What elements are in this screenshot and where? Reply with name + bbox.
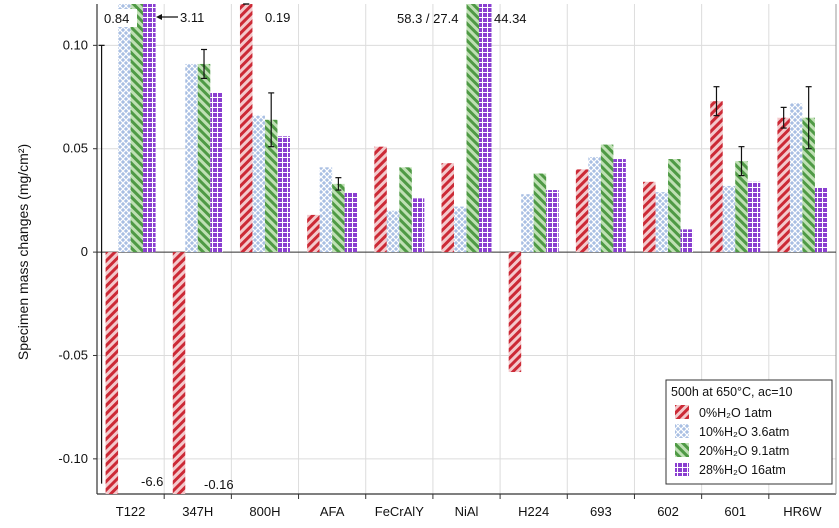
bar bbox=[143, 4, 156, 253]
bar bbox=[643, 181, 656, 253]
annotation-t122-neg: -6.6 bbox=[141, 474, 163, 489]
annotation-t122-low: 0.84 bbox=[104, 11, 129, 26]
bar bbox=[710, 101, 723, 253]
bar bbox=[172, 252, 186, 494]
category-label: FeCrAlY bbox=[375, 504, 424, 519]
bar bbox=[722, 185, 736, 253]
bar bbox=[521, 194, 534, 253]
y-tick-label: -0.10 bbox=[58, 451, 88, 466]
bar bbox=[600, 144, 614, 253]
category-label: 800H bbox=[249, 504, 280, 519]
y-tick-label: 0.05 bbox=[63, 141, 88, 156]
annotation-nial-pair: 58.3 / 27.4 bbox=[397, 11, 458, 26]
bar bbox=[105, 252, 119, 494]
annotation-347h-neg: -0.16 bbox=[204, 477, 234, 492]
bar bbox=[802, 117, 815, 253]
category-label: 601 bbox=[724, 504, 746, 519]
legend-item-2: 20%H₂O 9.1atm bbox=[675, 443, 789, 458]
bar bbox=[747, 181, 761, 253]
bar bbox=[185, 63, 198, 253]
bar bbox=[546, 190, 559, 253]
y-axis-label: Specimen mass changes (mg/cm²) bbox=[15, 144, 31, 360]
legend-label-2: 20%H₂O 9.1atm bbox=[699, 444, 789, 458]
bar bbox=[197, 63, 211, 253]
legend-item-3: 28%H₂O 16atm bbox=[675, 462, 786, 477]
bar bbox=[814, 188, 828, 253]
bar bbox=[118, 4, 131, 253]
legend-swatch-0 bbox=[675, 405, 689, 419]
bar bbox=[789, 103, 803, 253]
bar bbox=[466, 4, 479, 253]
legend-item-0: 0%H₂O 1atm bbox=[675, 405, 772, 420]
annotation-bg-t122 bbox=[101, 9, 137, 27]
annotations: 0.84 3.11 0.19 58.3 / 27.4 44.34 -6.6 -0… bbox=[101, 9, 527, 492]
category-label: 347H bbox=[182, 504, 213, 519]
y-tick-label: -0.05 bbox=[58, 347, 88, 362]
bar bbox=[130, 4, 144, 253]
bar bbox=[575, 169, 589, 253]
category-label: 602 bbox=[657, 504, 679, 519]
bar bbox=[668, 159, 681, 253]
bar bbox=[399, 167, 412, 253]
bar bbox=[613, 159, 626, 253]
annotation-t122-high: 3.11 bbox=[180, 10, 204, 25]
bar bbox=[508, 252, 522, 373]
bar bbox=[319, 167, 333, 253]
bar bbox=[680, 229, 694, 253]
bar bbox=[386, 210, 400, 253]
error-bars bbox=[98, 3, 812, 484]
category-label: T122 bbox=[116, 504, 146, 519]
bar bbox=[777, 117, 790, 253]
legend-item-1: 10%H₂O 3.6atm bbox=[675, 424, 789, 439]
legend-swatch-1 bbox=[675, 424, 689, 438]
legend-title: 500h at 650°C, aᴄ=10 bbox=[671, 385, 792, 399]
bar bbox=[655, 192, 669, 253]
legend-label-3: 28%H₂O 16atm bbox=[699, 463, 786, 477]
category-labels: T122 347H 800H AFA FeCrAlY NiAl H224 693 602 601 H… bbox=[116, 504, 823, 519]
bar bbox=[735, 161, 748, 253]
y-tick-label: 0.10 bbox=[63, 37, 88, 52]
category-label: H224 bbox=[518, 504, 549, 519]
category-label: HR6W bbox=[783, 504, 822, 519]
annotation-arrowhead-t122 bbox=[156, 14, 162, 20]
category-label: NiAl bbox=[455, 504, 479, 519]
y-tick-label: 0 bbox=[81, 244, 88, 259]
category-label: 693 bbox=[590, 504, 612, 519]
legend-label-0: 0%H₂O 1atm bbox=[699, 406, 772, 420]
bar bbox=[374, 146, 387, 253]
bar bbox=[479, 4, 492, 253]
bars bbox=[105, 4, 828, 494]
category-label: AFA bbox=[320, 504, 345, 519]
tick-labels: -0.10 -0.05 0 0.05 0.10 bbox=[58, 37, 88, 466]
bar bbox=[441, 163, 454, 253]
legend-swatch-3 bbox=[675, 462, 689, 476]
bar bbox=[344, 192, 358, 253]
legend-box bbox=[665, 379, 833, 485]
bar bbox=[210, 92, 223, 253]
bar bbox=[264, 119, 278, 253]
bar bbox=[307, 214, 320, 253]
bar bbox=[454, 206, 467, 253]
annotation-nial-high: 44.34 bbox=[494, 11, 527, 26]
bar bbox=[411, 198, 425, 253]
bar bbox=[239, 4, 253, 253]
legend: 500h at 650°C, aᴄ=10 0%H₂O 1atm 10%H₂O 3… bbox=[665, 379, 833, 485]
bar bbox=[533, 173, 547, 253]
bar bbox=[277, 136, 290, 253]
bar bbox=[332, 183, 345, 253]
bar bbox=[252, 115, 265, 253]
annotation-800h: 0.19 bbox=[265, 10, 290, 25]
legend-label-1: 10%H₂O 3.6atm bbox=[699, 425, 789, 439]
legend-swatch-2 bbox=[675, 443, 689, 457]
bar bbox=[588, 156, 601, 253]
